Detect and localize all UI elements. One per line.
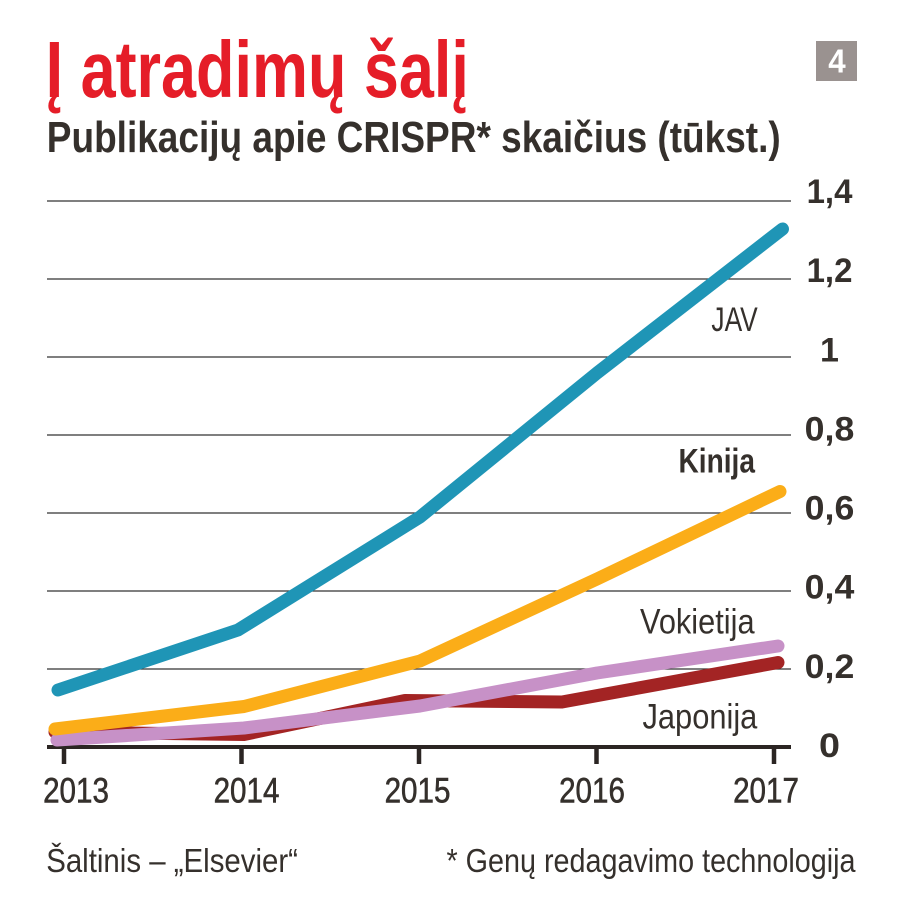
svg-text:Į atradimų šalį: Į atradimų šalį	[46, 26, 469, 115]
svg-text:Šaltinis – „Elsevier“: Šaltinis – „Elsevier“	[46, 842, 298, 879]
svg-text:0,8: 0,8	[805, 410, 855, 448]
svg-text:1,4: 1,4	[807, 174, 853, 212]
svg-text:2014: 2014	[214, 771, 280, 810]
svg-text:1: 1	[820, 332, 839, 370]
svg-text:0,2: 0,2	[805, 648, 855, 686]
svg-text:JAV: JAV	[711, 301, 758, 339]
svg-text:Vokietija: Vokietija	[640, 602, 755, 641]
svg-text:4: 4	[828, 43, 846, 80]
svg-text:Kinija: Kinija	[679, 442, 756, 480]
svg-text:2016: 2016	[559, 771, 625, 810]
svg-text:1,2: 1,2	[807, 253, 853, 291]
svg-text:Publikacijų apie CRISPR* skaič: Publikacijų apie CRISPR* skaičius (tūkst…	[47, 112, 781, 162]
svg-text:2017: 2017	[733, 771, 799, 810]
svg-text:0,4: 0,4	[805, 568, 855, 606]
svg-text:2015: 2015	[385, 771, 451, 810]
svg-text:Japonija: Japonija	[643, 697, 758, 736]
svg-text:2013: 2013	[43, 771, 109, 810]
svg-text:0: 0	[819, 726, 840, 765]
svg-text:* Genų redagavimo technologija: * Genų redagavimo technologija	[447, 842, 857, 879]
svg-text:0,6: 0,6	[805, 489, 855, 527]
